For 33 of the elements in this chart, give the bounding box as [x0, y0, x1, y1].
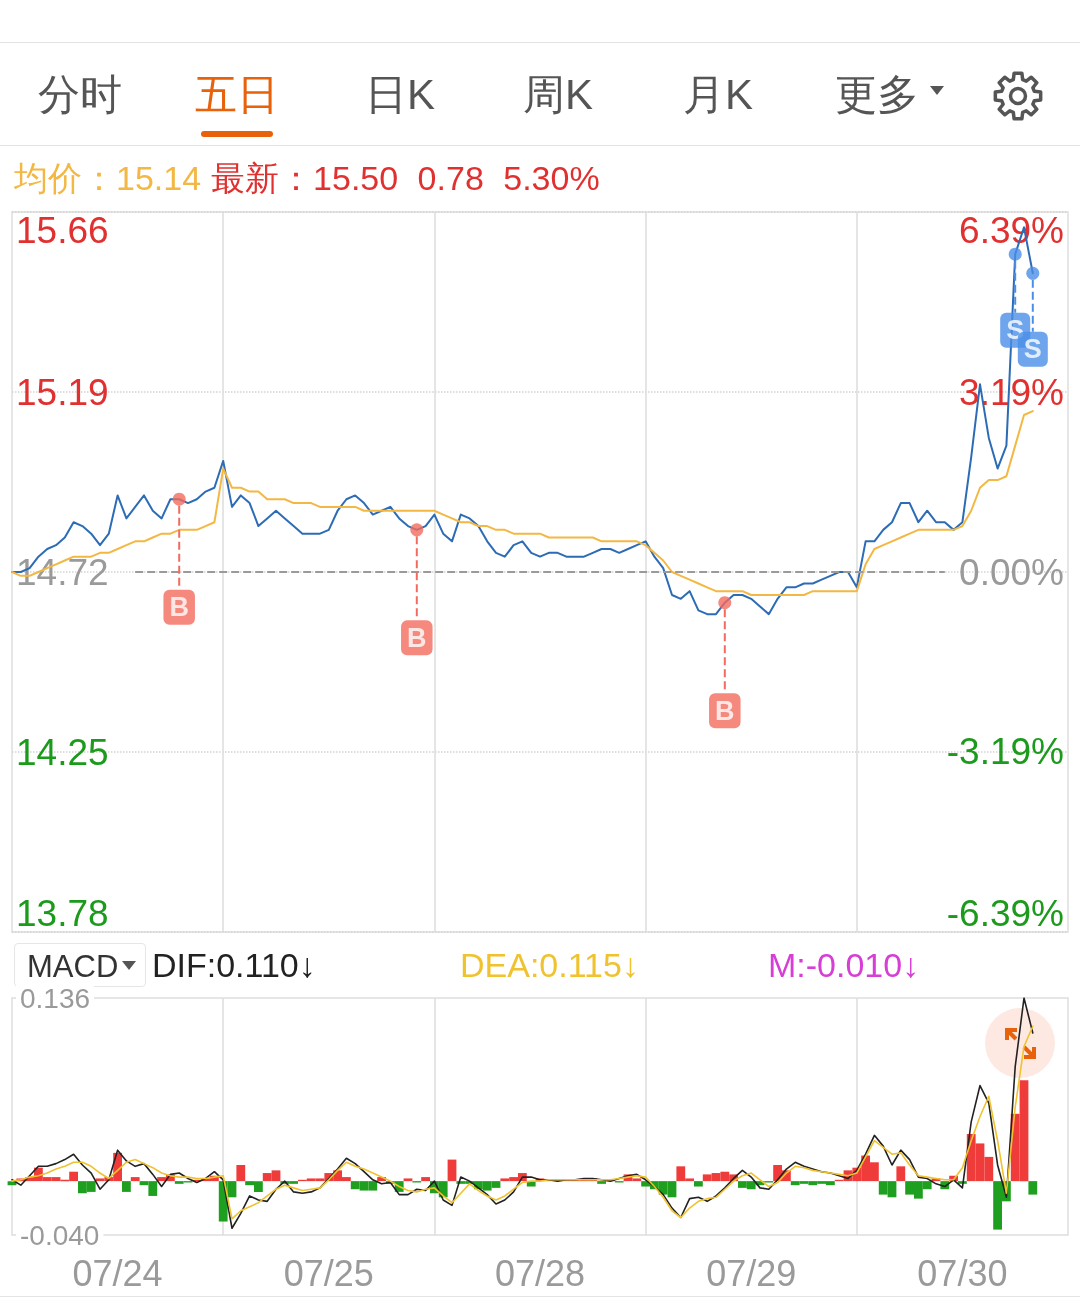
y2-tick-label: -6.39% — [946, 893, 1064, 934]
y-tick-label: 14.72 — [16, 551, 109, 593]
y-tick-label: 0.136 — [20, 982, 91, 1014]
y-tick-label: -0.040 — [20, 1219, 100, 1251]
x-tick-label: 07/28 — [494, 1252, 586, 1294]
x-tick-label: 07/24 — [72, 1252, 163, 1294]
y-tick-label: 14.25 — [16, 731, 109, 773]
data-label: S — [1023, 334, 1042, 365]
text: 均价：15.14 — [14, 159, 202, 197]
chart-subtitle: 最新：15.50 0.78 5.30% — [211, 159, 600, 197]
text: 月K — [682, 71, 754, 118]
y2-tick-label: 0.00% — [959, 551, 1064, 593]
chart-title: MACD — [27, 948, 119, 984]
text: 更多 — [835, 71, 919, 118]
data-label: B — [407, 622, 427, 653]
text: 周K — [522, 71, 594, 118]
y2-tick-label: 6.39% — [959, 210, 1064, 251]
y-tick-label: 13.78 — [16, 893, 109, 934]
text: 分时 — [38, 71, 122, 118]
text: DIF:0.110↓ — [152, 946, 316, 984]
y-tick-label: 15.19 — [16, 371, 109, 413]
text: DEA:0.115↓ — [460, 946, 639, 984]
y2-tick-label: -3.19% — [946, 731, 1064, 773]
x-tick-label: 07/29 — [706, 1252, 797, 1294]
data-label: B — [169, 592, 189, 623]
x-tick-label: 07/25 — [283, 1252, 374, 1294]
text: 日K — [364, 71, 436, 118]
y-tick-label: 15.66 — [16, 210, 109, 251]
x-tick-label: 07/30 — [917, 1252, 1008, 1294]
data-label: B — [715, 695, 735, 726]
data-label: S — [1006, 315, 1025, 346]
text: M:-0.010↓ — [768, 946, 920, 984]
chart-title: 五日 — [195, 71, 279, 118]
